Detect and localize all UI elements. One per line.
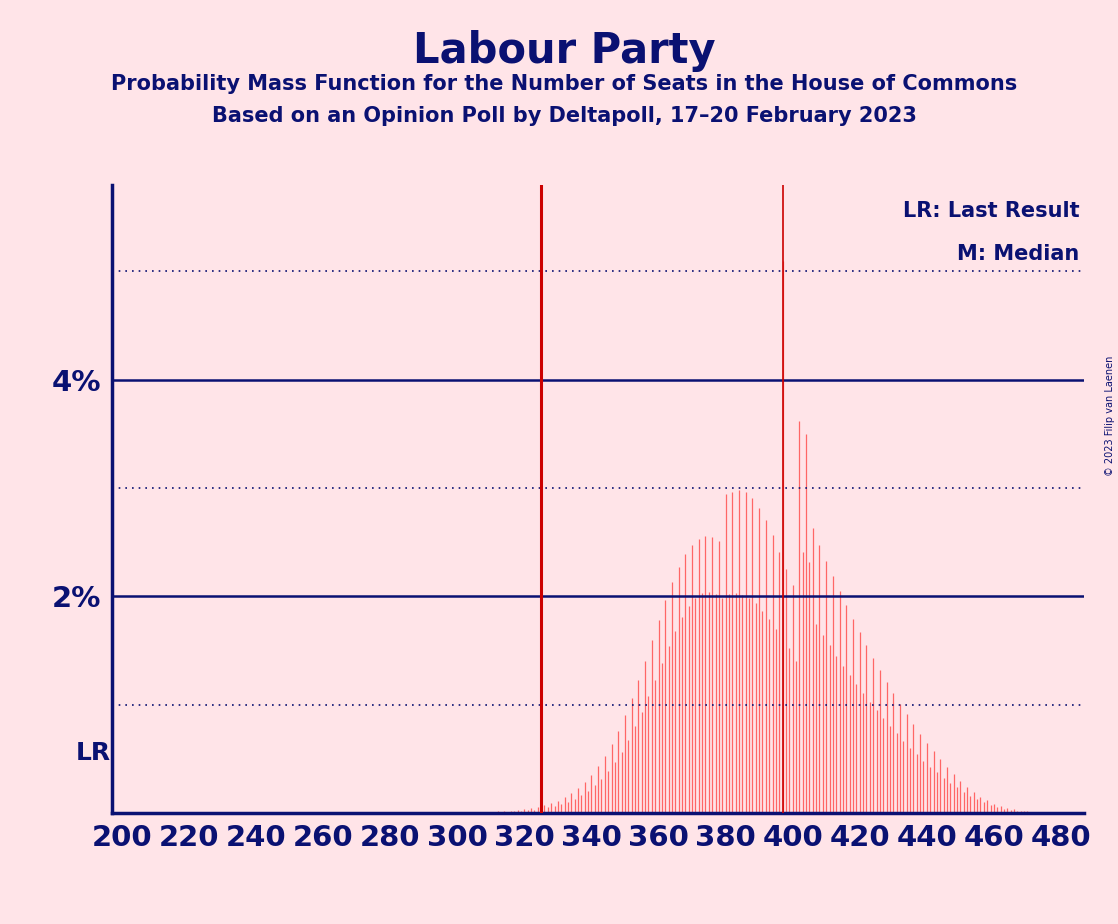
Text: Based on an Opinion Poll by Deltapoll, 17–20 February 2023: Based on an Opinion Poll by Deltapoll, 1… bbox=[212, 106, 917, 127]
Text: Probability Mass Function for the Number of Seats in the House of Commons: Probability Mass Function for the Number… bbox=[112, 74, 1017, 94]
Text: Labour Party: Labour Party bbox=[414, 30, 716, 71]
Text: © 2023 Filip van Laenen: © 2023 Filip van Laenen bbox=[1106, 356, 1115, 476]
Text: LR: Last Result: LR: Last Result bbox=[903, 201, 1080, 221]
Text: M: Median: M: Median bbox=[957, 245, 1080, 264]
Text: LR: LR bbox=[76, 741, 111, 765]
